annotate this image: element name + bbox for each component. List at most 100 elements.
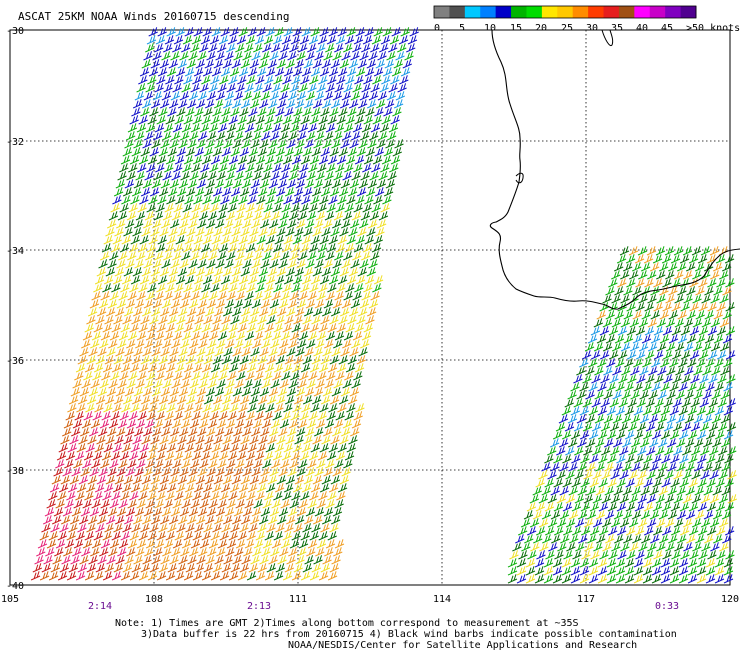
wind-barb xyxy=(304,347,314,357)
wind-barb xyxy=(130,235,140,245)
wind-barb xyxy=(262,499,272,509)
wind-barb xyxy=(353,371,363,381)
note-line-2: 3)Data buffer is 22 hrs from 20160715 4)… xyxy=(141,629,677,640)
wind-barb xyxy=(319,275,330,285)
wind-barb xyxy=(113,315,123,325)
wind-barb xyxy=(331,179,342,189)
wind-barb xyxy=(245,411,255,421)
wind-barb xyxy=(137,163,147,173)
wind-barb xyxy=(332,467,342,477)
wind-barb xyxy=(84,491,94,501)
wind-barb xyxy=(155,203,165,213)
wind-barb xyxy=(342,339,352,349)
wind-barb xyxy=(220,235,230,245)
wind-barb xyxy=(261,171,271,181)
wind-barb xyxy=(134,427,144,437)
wind-barb xyxy=(190,459,200,469)
wind-barb xyxy=(260,91,271,101)
wind-barb xyxy=(329,395,340,405)
wind-barb xyxy=(235,459,245,469)
wind-barb xyxy=(237,75,247,85)
wind-barb xyxy=(346,27,356,37)
wind-barb xyxy=(206,51,216,61)
wind-barb xyxy=(327,323,337,333)
wind-barb xyxy=(133,179,144,189)
wind-barb xyxy=(244,43,254,53)
wind-barb xyxy=(131,395,142,405)
wind-barb xyxy=(346,443,356,453)
wind-barb xyxy=(115,179,126,189)
wind-barb xyxy=(249,99,260,109)
wind-barb xyxy=(353,411,363,421)
wind-barb xyxy=(298,43,308,53)
wind-barb xyxy=(93,283,103,293)
wind-barb xyxy=(121,195,131,205)
wind-barb xyxy=(120,323,130,333)
wind-barb xyxy=(206,427,216,437)
wind-barb xyxy=(188,299,199,309)
wind-barb xyxy=(138,491,148,501)
wind-barb xyxy=(161,299,172,309)
wind-barb xyxy=(227,203,237,213)
wind-barb xyxy=(334,251,344,261)
wind-barb xyxy=(110,371,120,381)
wind-barb xyxy=(346,67,357,77)
wind-barb xyxy=(257,107,267,117)
wind-barb xyxy=(91,291,101,301)
wind-barb xyxy=(220,67,231,77)
wind-barb xyxy=(249,475,260,485)
wind-barb xyxy=(299,203,309,213)
wind-barb xyxy=(194,107,204,117)
wind-barb xyxy=(320,147,330,157)
wind-barb xyxy=(78,475,89,485)
wind-barb xyxy=(212,107,222,117)
wind-barb xyxy=(339,99,350,109)
wind-barb xyxy=(300,155,311,165)
wind-barb xyxy=(311,355,321,365)
wind-barb xyxy=(77,355,87,365)
wind-barb xyxy=(176,355,186,365)
wind-barb xyxy=(268,179,279,189)
wind-barb xyxy=(327,283,337,293)
wind-barb xyxy=(157,67,168,77)
lat-label: -40 xyxy=(6,581,24,592)
wind-barb xyxy=(204,267,215,277)
wind-barb xyxy=(302,107,312,117)
wind-barb xyxy=(331,347,341,357)
wind-barb xyxy=(191,411,201,421)
wind-barb xyxy=(87,307,98,317)
wind-barb xyxy=(321,307,332,317)
wind-barb xyxy=(111,491,121,501)
lat-label: -30 xyxy=(6,26,24,37)
wind-barb xyxy=(244,251,254,261)
wind-barb xyxy=(278,299,289,309)
legend-label: 30 xyxy=(586,23,598,34)
wind-barb xyxy=(252,131,262,141)
wind-barb xyxy=(261,339,271,349)
wind-barb xyxy=(145,499,155,509)
wind-barb xyxy=(162,379,172,389)
wind-barb xyxy=(279,419,290,429)
wind-barb xyxy=(186,475,197,485)
wind-barb xyxy=(189,379,199,389)
wind-barb xyxy=(281,243,292,253)
wind-barb xyxy=(342,131,352,141)
wind-barb xyxy=(236,451,247,461)
wind-barb xyxy=(113,355,123,365)
wind-barb xyxy=(280,291,290,301)
wind-barb xyxy=(103,443,113,453)
wind-barb xyxy=(237,283,247,293)
wind-barb xyxy=(259,179,270,189)
wind-barb xyxy=(382,67,393,77)
wind-barb xyxy=(92,451,103,461)
wind-barb xyxy=(280,43,290,53)
wind-barb xyxy=(312,267,323,277)
legend-label: 0 xyxy=(434,23,440,34)
wind-barb xyxy=(258,59,268,69)
wind-barb xyxy=(328,67,339,77)
wind-barb xyxy=(220,195,230,205)
wind-barb xyxy=(236,203,246,213)
wind-barb xyxy=(166,195,176,205)
wind-barb xyxy=(336,155,347,165)
wind-barb xyxy=(318,491,328,501)
